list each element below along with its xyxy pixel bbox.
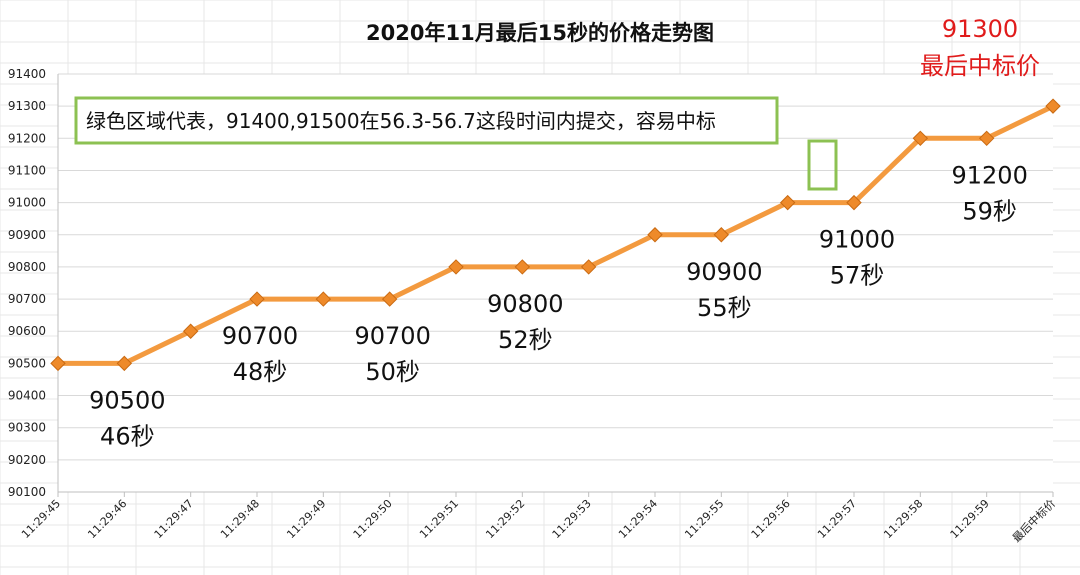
y-tick-label: 90300 (8, 421, 46, 435)
y-tick-label: 90200 (8, 453, 46, 467)
price-markers (50, 98, 1061, 372)
point-annotation-label: 52秒 (498, 326, 553, 354)
x-tick-label: 最后中标价 (1009, 496, 1058, 545)
point-annotation-label: 55秒 (697, 294, 752, 322)
x-tick-label: 11:29:57 (815, 497, 859, 541)
x-tick-label: 11:29:58 (881, 497, 925, 541)
y-tick-label: 90900 (8, 228, 46, 242)
y-tick-label: 91200 (8, 131, 46, 145)
y-tick-label: 91000 (8, 196, 46, 210)
point-annotation-label: 90800 (487, 290, 563, 318)
y-tick-label: 90800 (8, 260, 46, 274)
point-annotation-label: 91000 (819, 226, 895, 254)
price-point-marker (182, 323, 199, 339)
point-annotation-label: 91200 (951, 161, 1027, 189)
final-price-annotation: 91300 最后中标价 (920, 15, 1040, 80)
point-annotation-label: 90700 (222, 322, 298, 350)
final-price-label: 最后中标价 (920, 52, 1040, 80)
y-tick-label: 90500 (8, 356, 46, 370)
x-tick-label: 11:29:52 (483, 497, 527, 541)
price-point-marker (381, 291, 398, 307)
point-annotation-label: 48秒 (233, 358, 288, 386)
y-tick-label: 91300 (8, 99, 46, 113)
x-tick-label: 11:29:46 (85, 497, 129, 541)
x-tick-label: 11:29:55 (682, 497, 726, 541)
point-annotation-label: 90900 (686, 258, 762, 286)
price-point-marker (1045, 98, 1061, 114)
price-series (55, 103, 1056, 366)
point-annotation-label: 59秒 (962, 197, 1017, 225)
y-axis-ticks: 90100 90200 90300 90400 90500 90600 90700 90800… (8, 67, 46, 499)
x-axis-ticks: 11:29:45 11:29:46 11:29:47 11:29:48 11:29:49… (19, 492, 1058, 545)
price-point-marker (978, 130, 995, 147)
axes (57, 74, 1053, 493)
x-tick-label: 11:29:48 (218, 497, 262, 541)
x-tick-label: 11:29:51 (417, 497, 461, 541)
chart-title: 2020年11月最后15秒的价格走势图 (366, 21, 714, 45)
price-point-marker (912, 130, 929, 147)
x-tick-label: 11:29:56 (749, 497, 793, 541)
price-point-marker (713, 227, 730, 243)
x-tick-label: 11:29:47 (152, 497, 196, 541)
y-tick-label: 90600 (8, 324, 46, 338)
price-point-marker (249, 291, 265, 307)
note-text: 绿色区域代表，91400,91500在56.3-56.7这段时间内提交，容易中标 (86, 109, 716, 133)
point-annotations: 90500 46秒 90700 48秒 90700 50秒 90800 52秒 90900 55秒… (89, 161, 1028, 450)
x-tick-label: 11:29:54 (616, 497, 660, 541)
y-tick-label: 90100 (8, 485, 46, 499)
price-point-marker (116, 355, 133, 372)
price-point-marker (50, 355, 66, 372)
point-annotation-label: 46秒 (100, 422, 155, 450)
price-point-marker (779, 194, 796, 211)
green-highlight-region (807, 139, 838, 191)
price-point-marker (514, 259, 531, 275)
price-point-marker (315, 291, 332, 307)
point-annotation-label: 90500 (89, 386, 165, 414)
y-tick-label: 91100 (8, 163, 46, 177)
price-point-marker (580, 259, 597, 275)
x-tick-label: 11:29:50 (351, 497, 395, 541)
point-annotation-label: 57秒 (830, 262, 885, 290)
x-tick-label: 11:29:53 (550, 497, 594, 541)
price-line (55, 103, 1056, 366)
x-tick-label: 11:29:45 (19, 497, 63, 541)
y-tick-label: 90700 (8, 292, 46, 306)
final-price-label: 91300 (942, 15, 1018, 43)
x-tick-label: 11:29:49 (284, 497, 328, 541)
y-tick-label: 90400 (8, 389, 46, 403)
price-point-marker (647, 227, 663, 243)
point-annotation-label: 90700 (354, 322, 430, 350)
price-point-marker (448, 259, 464, 275)
y-tick-label: 91400 (8, 67, 46, 81)
point-annotation-label: 50秒 (365, 358, 420, 386)
price-point-marker (846, 194, 862, 211)
x-tick-label: 11:29:59 (948, 497, 992, 541)
note-box: 绿色区域代表，91400,91500在56.3-56.7这段时间内提交，容易中标 (74, 96, 779, 145)
